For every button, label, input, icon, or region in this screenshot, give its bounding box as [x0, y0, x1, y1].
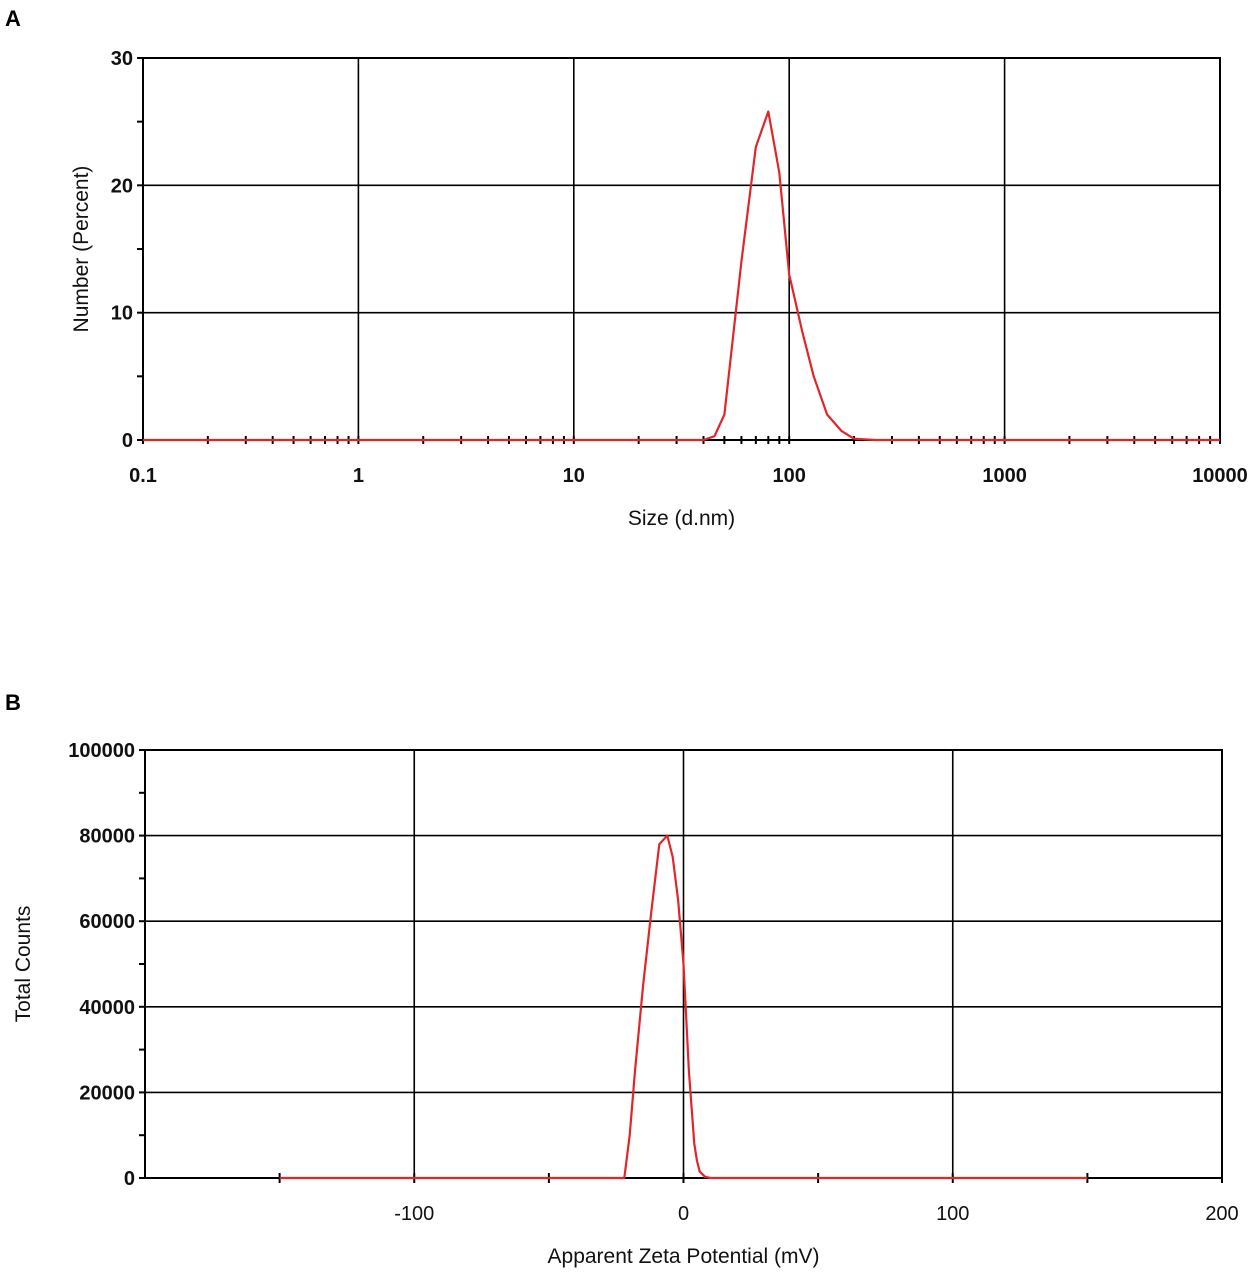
y-tick-label: 0 — [124, 1168, 135, 1190]
plot-frame — [142, 57, 1221, 441]
x-tick-label: -100 — [394, 1203, 434, 1225]
y-axis-title: Total Counts — [12, 906, 35, 1023]
x-tick-label: 0.1 — [129, 465, 157, 487]
y-tick-label: 60000 — [79, 911, 135, 933]
y-tick-label: 0 — [122, 430, 133, 452]
x-tick-label: 1 — [353, 465, 364, 487]
y-axis-title: Number (Percent) — [70, 166, 93, 333]
x-tick-label: 200 — [1205, 1203, 1238, 1225]
series-line — [143, 110, 1220, 442]
y-tick-label: 10 — [111, 303, 133, 325]
size-distribution-chart: 0.1 1 10 100 1000 10000 0 10 20 30 Size (d.nm) Numb… — [70, 48, 1248, 530]
x-axis-title: Size (d.nm) — [628, 507, 735, 530]
zeta-potential-chart: -100 0 100 200 0 20000 40000 60000 80000 100000 Ap… — [12, 740, 1239, 1268]
x-tick-label: 10000 — [1192, 465, 1248, 487]
y-tick-label: 40000 — [79, 997, 135, 1019]
y-tick-label: 20 — [111, 175, 133, 197]
x-tick-label: 100 — [936, 1203, 969, 1225]
y-tick-label: 30 — [111, 48, 133, 70]
y-tick-label: 100000 — [68, 740, 135, 762]
series-line — [279, 834, 1088, 1180]
x-tick-label: 0 — [678, 1203, 689, 1225]
panel-label-b: B — [5, 690, 21, 715]
x-tick-label: 100 — [773, 465, 806, 487]
x-tick-label: 1000 — [982, 465, 1027, 487]
x-axis-title: Apparent Zeta Potential (mV) — [548, 1245, 820, 1268]
x-tick-label: 10 — [563, 465, 585, 487]
y-tick-label: 80000 — [79, 826, 135, 848]
panel-label-a: A — [5, 6, 21, 31]
y-tick-label: 20000 — [79, 1082, 135, 1104]
